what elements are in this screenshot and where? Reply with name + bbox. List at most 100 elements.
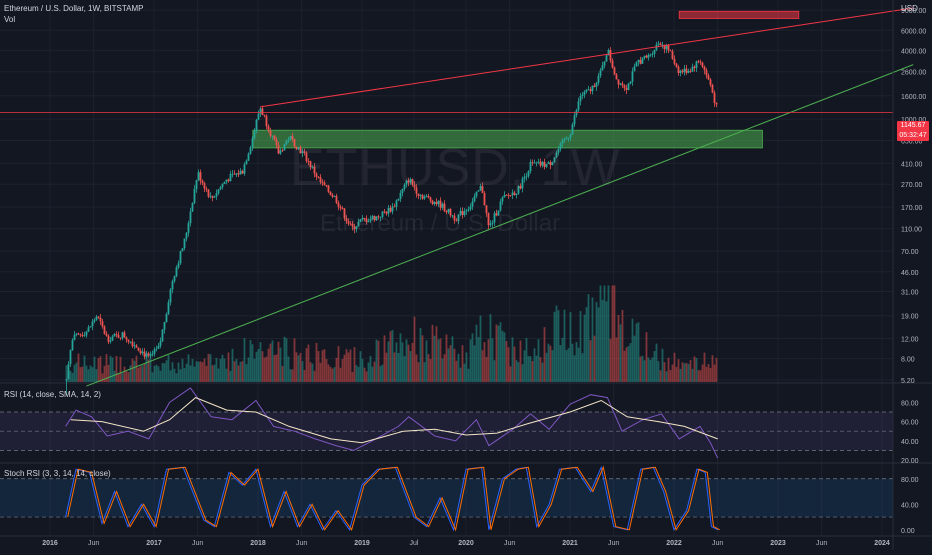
candle-body <box>553 157 556 163</box>
candle-body <box>255 119 258 131</box>
volume-legend[interactable]: Vol <box>4 15 16 24</box>
volume-bar <box>207 353 210 382</box>
candle-body <box>341 208 344 209</box>
volume-bar <box>565 350 568 382</box>
resistance-zone <box>678 10 800 19</box>
volume-bar <box>309 362 312 382</box>
candle-body <box>631 71 634 82</box>
volume-bar <box>137 367 140 382</box>
candle-body <box>557 149 560 153</box>
stoch-tick-label: 0.00 <box>901 528 915 535</box>
volume-bar <box>625 347 628 382</box>
candle-body <box>457 214 460 222</box>
candle-body <box>329 191 332 195</box>
price-tick-label: 12.00 <box>901 337 919 344</box>
bar-countdown: 05:32:47 <box>899 132 927 139</box>
candle-body <box>183 238 186 249</box>
volume-bar <box>175 373 178 382</box>
volume-bar <box>499 322 502 382</box>
currency-label[interactable]: USD <box>901 4 918 13</box>
candle-body <box>477 190 480 192</box>
candle-body <box>147 353 150 356</box>
volume-bar <box>229 370 232 382</box>
candle-body <box>431 200 434 205</box>
price-tick-label: 46.00 <box>901 270 919 277</box>
candle-body <box>237 173 240 175</box>
candle-body <box>465 210 468 212</box>
stoch-d-line <box>67 465 721 532</box>
candle-body <box>567 137 570 139</box>
candle-body <box>471 201 474 207</box>
candle-body <box>205 188 208 190</box>
candle-body <box>373 216 376 221</box>
candle-body <box>527 171 530 177</box>
volume-bar <box>391 330 394 382</box>
candle-body <box>117 334 120 338</box>
volume-bar <box>151 372 154 382</box>
candle-body <box>379 216 382 218</box>
candle-body <box>323 182 326 186</box>
symbol-legend[interactable]: Ethereum / U.S. Dollar, 1W, BITSTAMP <box>4 4 144 13</box>
candle-body <box>585 89 588 92</box>
volume-bar <box>129 365 132 382</box>
volume-bar <box>487 339 490 382</box>
volume-bar <box>111 357 114 382</box>
volume-bar <box>607 285 610 382</box>
candle-body <box>607 50 610 56</box>
volume-bar <box>549 345 552 382</box>
volume-bar <box>197 361 200 382</box>
volume-bar <box>255 351 258 382</box>
volume-bar <box>143 363 146 382</box>
volume-bar <box>617 314 620 382</box>
volume-bar <box>75 362 78 382</box>
volume-bar <box>395 342 398 382</box>
candle-body <box>257 113 260 120</box>
rsi-pane-title[interactable]: RSI (14, close, SMA, 14, 2) <box>4 390 101 399</box>
candle-body <box>419 195 422 196</box>
candle-body <box>337 202 340 207</box>
stoch-rsi-pane-title[interactable]: Stoch RSI (3, 3, 14, 14, close) <box>4 469 111 478</box>
candle-body <box>351 223 354 227</box>
candle-body <box>185 232 188 239</box>
candle-body <box>479 186 482 191</box>
volume-bar <box>621 309 624 382</box>
price-tick-label: 5.20 <box>901 378 915 385</box>
volume-bar <box>619 324 622 382</box>
candle-body <box>627 83 630 90</box>
candle-body <box>505 194 508 196</box>
volume-bar <box>337 346 340 382</box>
candle-body <box>407 180 410 183</box>
time-tick-label: Jun <box>504 540 515 547</box>
volume-bar <box>697 370 700 382</box>
volume-bar <box>637 322 640 382</box>
volume-bar <box>529 356 532 382</box>
candle-body <box>565 138 568 140</box>
volume-bar <box>109 355 112 382</box>
volume-bar <box>491 338 494 382</box>
candle-body <box>265 115 268 127</box>
candle-body <box>71 340 74 351</box>
volume-bar <box>221 354 224 382</box>
candle-body <box>587 89 590 91</box>
volume-bar <box>447 348 450 382</box>
candle-body <box>359 219 362 223</box>
candle-body <box>485 205 488 214</box>
candle-body <box>287 139 290 141</box>
volume-bar <box>115 355 118 382</box>
volume-bar <box>591 297 594 382</box>
candle-body <box>497 210 500 216</box>
candle-body <box>693 66 696 68</box>
grid-layer <box>0 0 893 536</box>
candle-body <box>219 187 222 190</box>
volume-bar <box>525 338 528 382</box>
volume-bar <box>357 366 360 382</box>
candle-body <box>667 45 670 51</box>
volume-bar <box>667 357 670 382</box>
volume-bar <box>693 356 696 382</box>
candle-body <box>259 108 262 114</box>
candle-body <box>473 196 476 202</box>
candle-body <box>671 51 674 59</box>
volume-bar <box>375 339 378 382</box>
volume-bar <box>291 369 294 382</box>
